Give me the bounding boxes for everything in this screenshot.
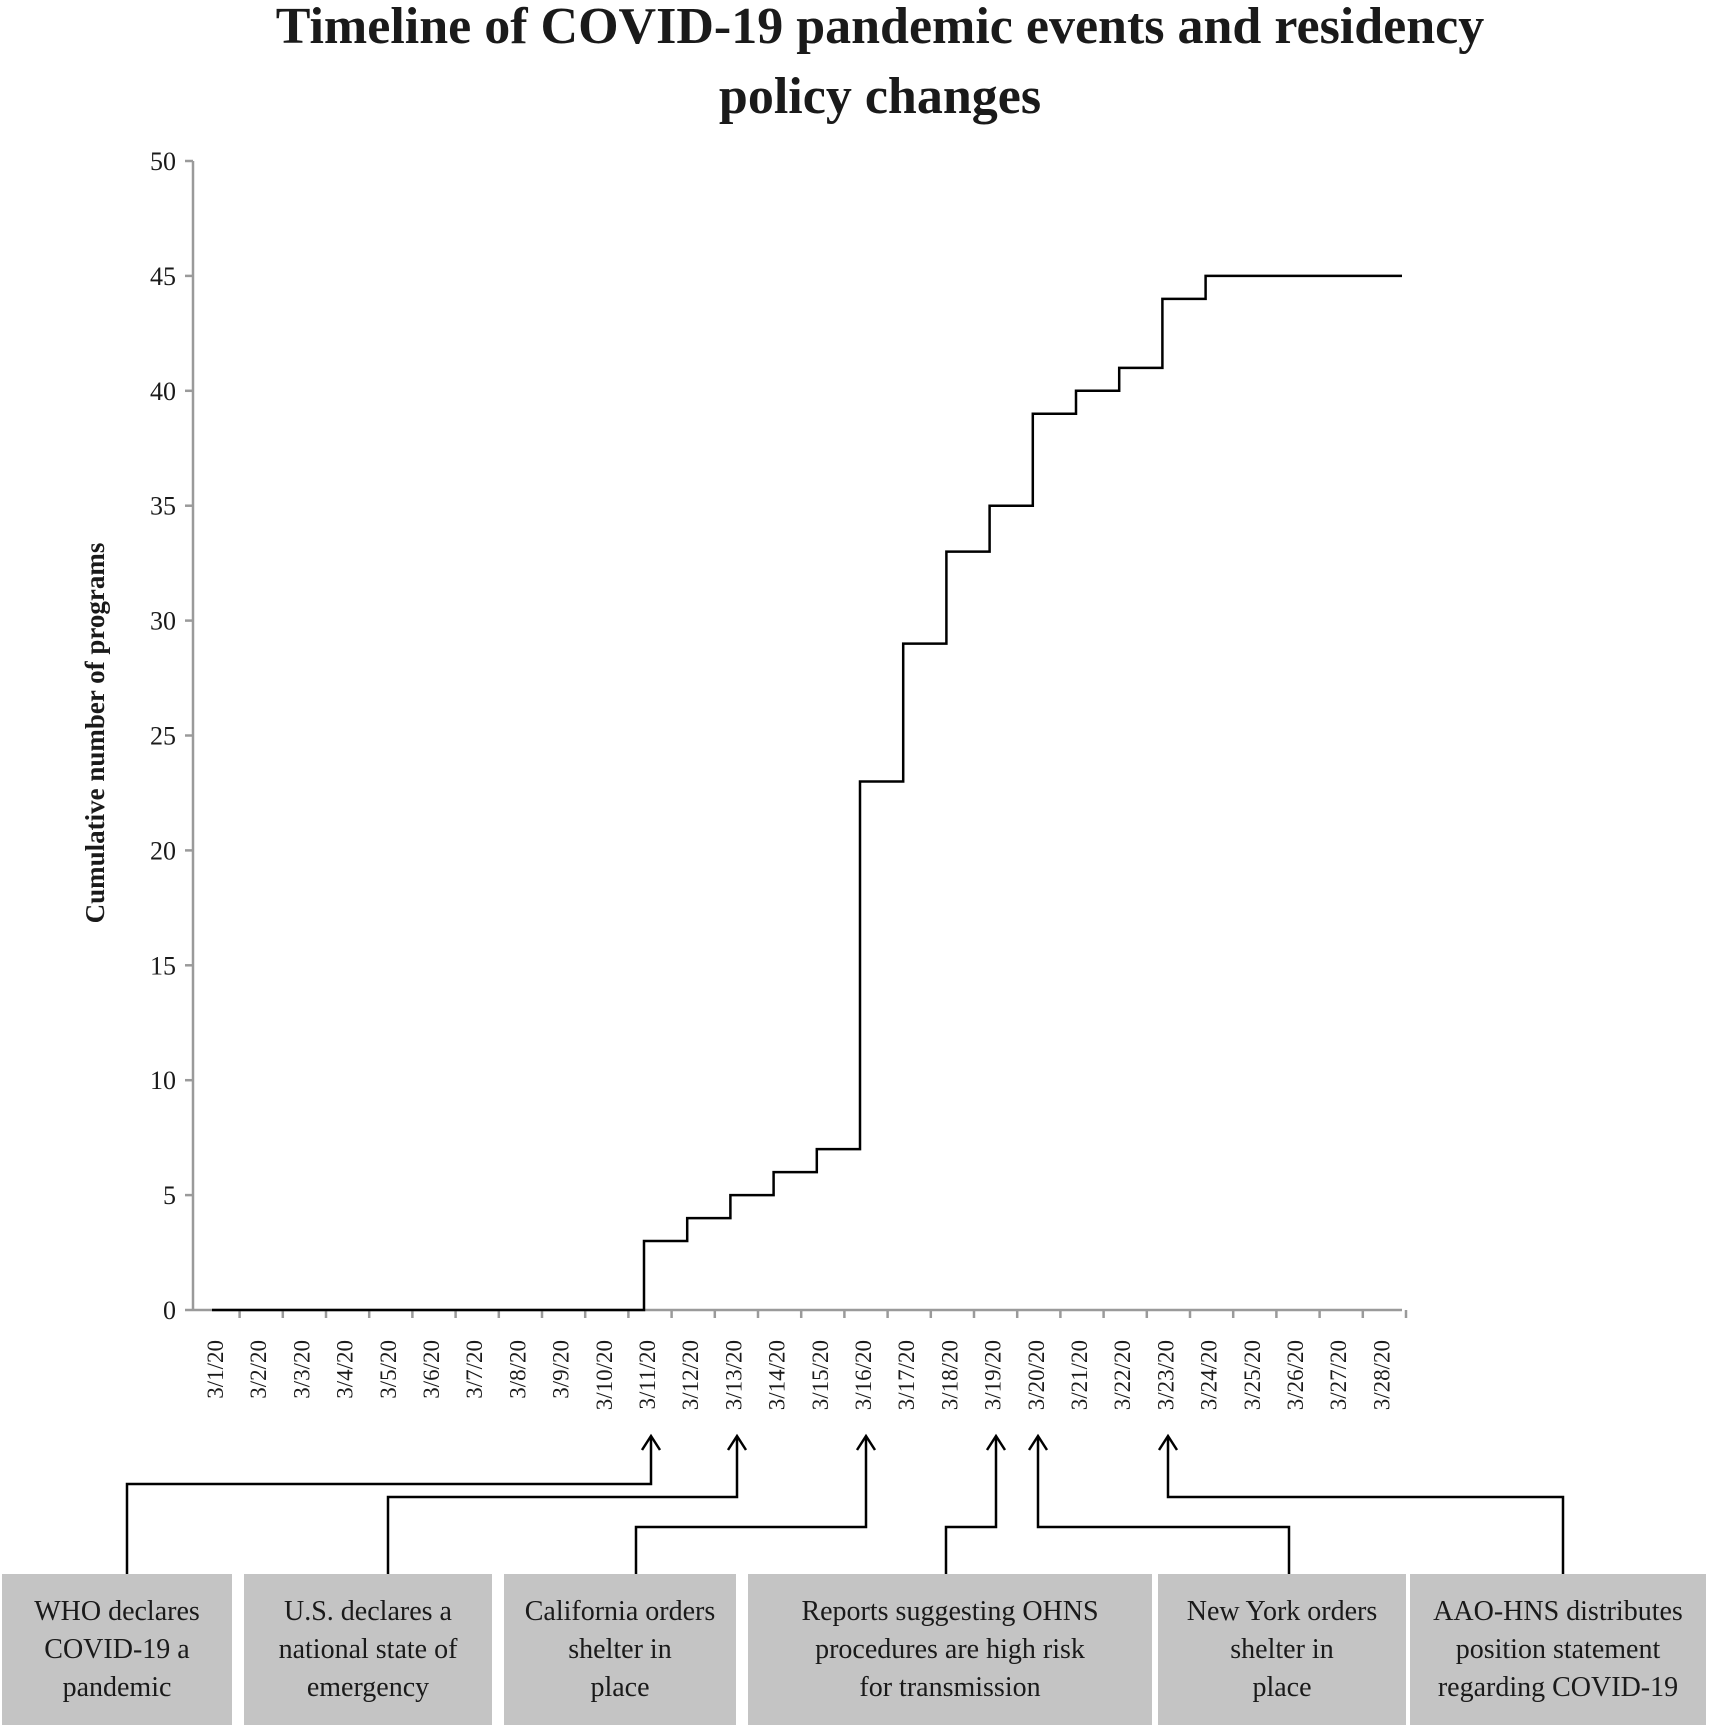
y-tick-label: 25	[150, 722, 176, 751]
event-connector	[125, 1436, 653, 1574]
x-tick-label: 3/4/20	[333, 1340, 358, 1399]
x-tick-label: 3/18/20	[937, 1340, 962, 1410]
y-tick-label: 0	[163, 1296, 176, 1325]
event-connector	[944, 1436, 998, 1574]
chart-title-line-2: policy changes	[718, 68, 1042, 125]
x-tick-label: 3/23/20	[1153, 1340, 1178, 1410]
y-tick-label: 40	[150, 377, 176, 406]
arrow-head-icon	[855, 1433, 877, 1451]
x-tick-label: 3/12/20	[678, 1340, 703, 1410]
x-tick-label: 3/16/20	[851, 1340, 876, 1410]
y-tick-label: 5	[163, 1181, 176, 1210]
x-tick-label: 3/28/20	[1369, 1340, 1394, 1410]
x-tick-label: 3/10/20	[592, 1340, 617, 1410]
arrow-head-icon	[985, 1433, 1007, 1451]
chart-title: Timeline of COVID-19 pandemic events and…	[0, 0, 1717, 132]
x-tick-label: 3/9/20	[549, 1340, 574, 1399]
event-box-ohns-reports: Reports suggesting OHNS procedures are h…	[748, 1574, 1152, 1725]
cumulative-step-line	[212, 274, 1402, 1312]
x-tick-label: 3/1/20	[203, 1340, 228, 1399]
x-tick-label: 3/6/20	[419, 1340, 444, 1399]
event-4-line-1: New York orders	[1186, 1595, 1378, 1627]
arrow-head-icon	[1157, 1433, 1179, 1451]
x-tick-label: 3/26/20	[1283, 1340, 1308, 1410]
y-axis-label: Cumulative number of programs	[80, 543, 110, 924]
y-tick-label: 35	[150, 492, 176, 521]
x-tick-label: 3/17/20	[894, 1340, 919, 1410]
event-box-who-pandemic: WHO declares COVID-19 a pandemic	[2, 1574, 232, 1725]
x-tick-label: 3/5/20	[376, 1340, 401, 1399]
event-connectors	[125, 1433, 1565, 1574]
event-box-california-shelter: California orders shelter in place	[504, 1574, 736, 1725]
x-tick-label: 3/3/20	[289, 1340, 314, 1399]
event-box-us-emergency: U.S. declares a national state of emerge…	[244, 1574, 492, 1725]
x-tick-label: 3/13/20	[721, 1340, 746, 1410]
x-tick-label: 3/2/20	[246, 1340, 271, 1399]
event-5-line-3: regarding COVID-19	[1437, 1671, 1679, 1703]
event-connector	[386, 1436, 739, 1574]
event-box-new-york-shelter: New York orders shelter in place	[1158, 1574, 1406, 1725]
x-tick-label: 3/7/20	[462, 1340, 487, 1399]
x-tick-label: 3/27/20	[1326, 1340, 1351, 1410]
event-1-line-1: U.S. declares a	[284, 1595, 452, 1627]
x-tick-label: 3/25/20	[1240, 1340, 1265, 1410]
x-tick-label: 3/24/20	[1197, 1340, 1222, 1410]
arrow-head-icon	[1027, 1433, 1049, 1451]
event-3-line-1: Reports suggesting OHNS	[801, 1595, 1099, 1627]
axes	[185, 159, 1408, 1318]
x-tick-label: 3/19/20	[981, 1340, 1006, 1410]
y-tick-label: 10	[150, 1066, 176, 1095]
y-tick-label: 15	[150, 951, 176, 980]
event-2-line-2: shelter in	[568, 1633, 672, 1665]
event-3-line-2: procedures are high risk	[815, 1633, 1085, 1665]
event-connector	[1166, 1436, 1565, 1574]
x-tick-label: 3/20/20	[1024, 1340, 1049, 1410]
event-0-line-3: pandemic	[62, 1671, 172, 1703]
x-tick-label: 3/21/20	[1067, 1340, 1092, 1410]
event-4-line-2: shelter in	[1230, 1633, 1334, 1665]
event-connector	[634, 1436, 868, 1574]
event-1-line-2: national state of	[278, 1633, 458, 1665]
arrow-head-icon	[640, 1433, 662, 1451]
event-5-line-2: position statement	[1455, 1633, 1661, 1665]
x-tick-label: 3/11/20	[635, 1340, 660, 1409]
event-2-line-3: place	[590, 1671, 650, 1703]
y-tick-label: 30	[150, 607, 176, 636]
x-tick-label: 3/14/20	[765, 1340, 790, 1410]
event-1-line-3: emergency	[306, 1671, 430, 1703]
event-0-line-1: WHO declares	[34, 1595, 200, 1627]
event-5-line-1: AAO-HNS distributes	[1433, 1595, 1683, 1627]
event-2-line-1: California orders	[524, 1595, 716, 1627]
x-tick-label: 3/8/20	[505, 1340, 530, 1399]
y-tick-label: 45	[150, 262, 176, 291]
event-4-line-3: place	[1252, 1671, 1312, 1703]
event-0-line-2: COVID-19 a	[44, 1633, 190, 1665]
y-tick-labels: 0 5 10 15 20 25 30 35 40 45 50	[150, 147, 176, 1325]
event-box-aao-hns-statement: AAO-HNS distributes position statement r…	[1410, 1574, 1706, 1725]
chart-title-line-1: Timeline of COVID-19 pandemic events and…	[275, 0, 1485, 55]
x-tick-label: 3/22/20	[1110, 1340, 1135, 1410]
y-tick-label: 50	[150, 147, 176, 176]
arrow-head-icon	[726, 1433, 748, 1451]
x-tick-label: 3/15/20	[808, 1340, 833, 1410]
event-connector	[1036, 1436, 1291, 1574]
x-tick-labels: 3/1/20 3/2/20 3/3/20 3/4/20 3/5/20 3/6/20 3/7/…	[203, 1340, 1394, 1410]
event-3-line-3: for transmission	[859, 1671, 1041, 1703]
y-tick-label: 20	[150, 836, 176, 865]
